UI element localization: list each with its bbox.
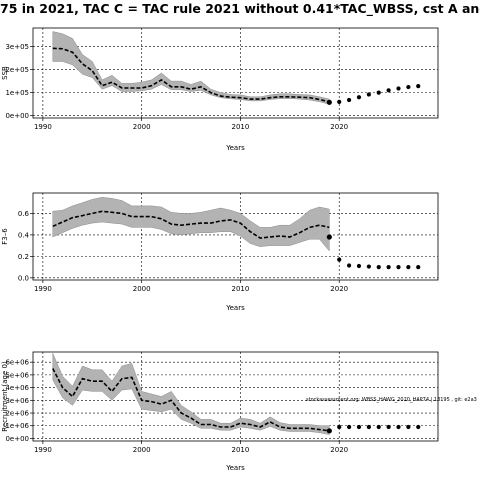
projection-point [356, 263, 362, 269]
y-tick-label: 1e+06 [5, 422, 29, 430]
ssb-chart: 1990 2000 2010 2020 0e+00 1e+05 2e+05 3e+05 Year… [1, 27, 439, 152]
projection-point [396, 265, 401, 270]
x-tick-label: 1990 [34, 123, 52, 131]
projection-point [346, 97, 352, 103]
y-tick-label: 3e+05 [5, 43, 29, 51]
projection-point [366, 264, 371, 269]
x-tick-label: 2000 [133, 123, 151, 131]
source-annotation: stockassessment.org: WBSS_HAWG_2020_HAP7… [306, 397, 477, 403]
x-axis-label: Years [225, 144, 245, 152]
projection-point [366, 92, 371, 97]
x-tick-label: 2010 [232, 285, 250, 293]
projection-point [406, 84, 411, 90]
y-axis-label: SSB [1, 66, 9, 80]
f-chart: 1990 2000 2010 2020 0.0 0.2 0.4 0.6 Years F3–6 [1, 192, 439, 312]
confidence-band [52, 31, 330, 105]
x-axis-label: Years [225, 464, 245, 472]
y-tick-label: 2e+05 [5, 66, 29, 74]
x-tick-label: 2020 [330, 446, 348, 454]
projection-point [396, 424, 401, 430]
projection-point [406, 424, 411, 430]
projection-point [376, 265, 381, 270]
projection-point [346, 424, 352, 430]
projection-point [366, 424, 371, 430]
y-axis-label: Recruitment (age 0) [1, 361, 9, 432]
projection-point [356, 95, 362, 100]
median-line [52, 210, 330, 239]
projection-point [416, 424, 421, 430]
projection-point [356, 424, 362, 430]
projection-point [337, 257, 342, 262]
x-tick-label: 2010 [232, 123, 250, 131]
x-tick-label: 1990 [34, 285, 52, 293]
median-line [52, 47, 330, 103]
y-tick-label: 0.2 [18, 253, 29, 261]
x-tick-label: 2020 [330, 285, 348, 293]
confidence-band [52, 197, 330, 252]
plot-frame [32, 351, 439, 442]
projection-point [376, 424, 381, 430]
plot-frame [32, 27, 439, 119]
projection-point [326, 234, 332, 240]
projection-point [346, 263, 352, 268]
projection-point [326, 99, 332, 105]
projection-point [416, 265, 421, 270]
projection-point [326, 428, 332, 434]
x-tick-label: 2000 [133, 285, 151, 293]
median-line [52, 368, 330, 432]
y-tick-label: 5e+06 [5, 371, 29, 379]
plot-frame [32, 192, 439, 281]
projection-point [337, 424, 342, 430]
y-tick-label: 2e+06 [5, 410, 29, 418]
y-tick-label: 4e+06 [5, 384, 29, 392]
x-tick-label: 2010 [232, 446, 250, 454]
projection-point [416, 84, 421, 89]
x-tick-label: 1990 [34, 446, 52, 454]
projection-point [376, 90, 381, 95]
page-title: 75 in 2021, TAC C = TAC rule 2021 withou… [0, 1, 480, 16]
projection-point [386, 265, 391, 270]
projection-point [386, 88, 391, 93]
recruitment-chart: 1990 2000 2010 2020 0e+00 1e+06 2e+06 3e+06 4e+0… [1, 351, 477, 472]
y-tick-label: 1e+05 [5, 89, 29, 97]
y-tick-label: 0.4 [18, 231, 30, 239]
confidence-band [52, 353, 330, 435]
y-tick-label: 6e+06 [5, 359, 29, 367]
projection-point [337, 99, 342, 104]
x-tick-label: 2020 [330, 123, 348, 131]
projection-point [386, 424, 391, 430]
y-tick-label: 3e+06 [5, 397, 29, 405]
y-tick-label: 0e+00 [5, 435, 29, 443]
projection-point [406, 265, 411, 270]
y-tick-label: 0.0 [18, 274, 29, 282]
y-axis-label: F3–6 [1, 228, 9, 245]
projection-point [396, 86, 401, 91]
y-tick-label: 0e+00 [5, 112, 29, 120]
x-tick-label: 2000 [133, 446, 151, 454]
y-tick-label: 0.6 [18, 210, 30, 218]
x-axis-label: Years [225, 304, 245, 312]
